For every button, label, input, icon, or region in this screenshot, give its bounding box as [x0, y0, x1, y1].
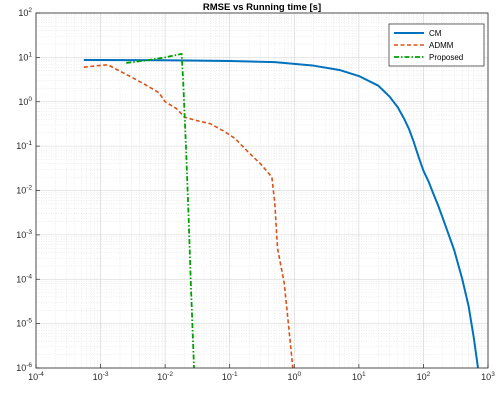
legend: CM ADMM Proposed — [388, 23, 485, 67]
legend-label-cm: CM — [429, 29, 442, 38]
x-tick-label: 10-3 — [93, 371, 109, 382]
x-tick-label: 100 — [287, 371, 301, 382]
y-tick-label: 10-2 — [16, 185, 32, 196]
x-tick-label: 10-4 — [28, 371, 44, 382]
legend-box — [388, 23, 485, 67]
y-tick-label: 102 — [18, 7, 32, 18]
axis-ticks: 10-4 10-3 10-2 10-1 100 101 102 103 10-6 10-5 10-4… — [16, 7, 495, 382]
series-line-cm — [83, 59, 479, 368]
y-tick-label: 100 — [18, 96, 32, 107]
series-line-proposed — [126, 52, 195, 368]
series-line-admm — [83, 64, 294, 368]
x-tick-label: 102 — [417, 371, 431, 382]
x-tick-label: 10-2 — [157, 371, 173, 382]
chart-title: RMSE vs Running time [s] — [203, 2, 321, 13]
y-tick-label: 10-6 — [16, 362, 32, 373]
legend-label-proposed: Proposed — [429, 53, 463, 62]
y-tick-label: 10-1 — [16, 140, 32, 151]
y-tick-label: 10-5 — [16, 318, 32, 329]
legend-label-admm: ADMM — [429, 41, 454, 50]
y-tick-label: 10-3 — [16, 229, 32, 240]
y-tick-label: 10-4 — [16, 273, 32, 284]
y-tick-label: 101 — [18, 51, 32, 62]
x-tick-label: 101 — [352, 371, 366, 382]
x-tick-label: 103 — [481, 371, 495, 382]
x-tick-label: 10-1 — [222, 371, 238, 382]
series-layer — [83, 52, 479, 368]
